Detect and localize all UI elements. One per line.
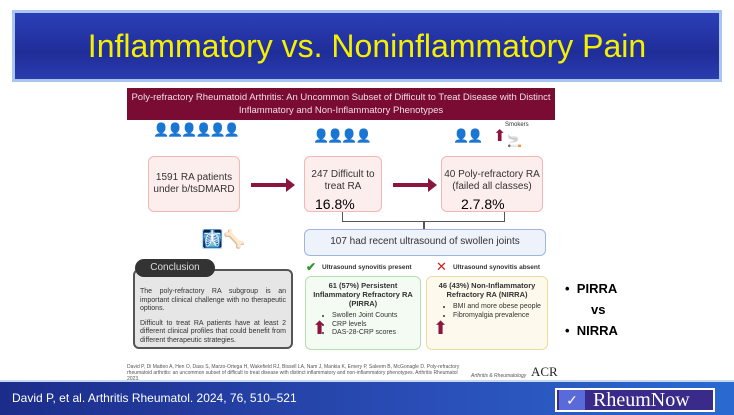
bullet-list: • PIRRA vs • NIRRA [565, 278, 618, 341]
infographic: Poly-refractory Rheumatoid Arthritis: An… [123, 86, 558, 384]
up-arrow-icon: ⬆ [312, 318, 328, 338]
nirra-item: BMI and more obese people [453, 303, 543, 312]
box-text: 40 Poly-refractory RA (failed all classe… [444, 169, 540, 192]
poly-refractory-percent: 2.7.8% [461, 196, 505, 212]
ultrasound-box: 107 had recent ultrasound of swollen joi… [304, 229, 546, 256]
conclusion-text: Difficult to treat RA patients have at l… [140, 319, 286, 344]
logo-text: RheumNow [593, 388, 690, 411]
pirra-box: 61 (57%) Persistent Inflammatory Refract… [305, 276, 421, 350]
box-text: 247 Difficult to treat RA [311, 169, 375, 192]
connector-line [423, 222, 425, 229]
refractory-patients-icon: 👤👤 [453, 128, 483, 143]
up-arrow-icon: ⬆ [433, 318, 449, 338]
bullet-item: • NIRRA [565, 323, 618, 338]
pirra-title: 61 (57%) Persistent Inflammatory Refract… [313, 281, 413, 308]
cigarette-icon: 🚬 [507, 134, 522, 148]
difficult-percent: 16.8% [315, 196, 355, 212]
smokers-label: Smokers [505, 122, 529, 128]
box-difficult-to-treat: 247 Difficult to treat RA [304, 156, 382, 212]
absent-label: Ultrasound synovitis absent [453, 264, 541, 271]
bullet-text: PIRRA [576, 281, 618, 296]
pirra-item: Swollen Joint Counts [332, 312, 416, 321]
nirra-item: Fibromyalgia prevalence [453, 312, 543, 321]
bullet-item: vs [591, 302, 606, 317]
footer-bar: David P, et al. Arthritis Rheumatol. 202… [0, 380, 734, 415]
rheumnow-logo: ✓ RheumNow [555, 388, 715, 412]
box-poly-refractory: 40 Poly-refractory RA (failed all classe… [441, 156, 543, 212]
bullet-text: NIRRA [576, 323, 618, 338]
bracket-connector [342, 212, 505, 222]
conclusion-text: The poly-refractory RA subgroup is an im… [140, 288, 286, 312]
nirra-title: 46 (43%) Non-Inflammatory Refractory RA … [438, 281, 536, 299]
ultrasound-joint-icon: 🩻🦴 [201, 229, 246, 249]
arrow-icon [393, 178, 437, 192]
difficult-patients-icon: 👤👤👤👤 [313, 128, 372, 143]
patients-icon: 👤👤👤👤👤👤 [153, 122, 240, 137]
present-label: Ultrasound synovitis present [322, 264, 412, 271]
citation: David P, et al. Arthritis Rheumatol. 202… [12, 391, 297, 405]
bullet-item: • PIRRA [565, 281, 618, 296]
infographic-banner: Poly-refractory Rheumatoid Arthritis: An… [127, 88, 555, 120]
pirra-item: CRP levels [332, 321, 416, 330]
up-arrow-icon: ⬆ [493, 128, 507, 145]
slide-title-box: Inflammatory vs. Noninflammatory Pain [12, 10, 722, 82]
reference-text: David P, Di Matteo A, Hen O, Dass S, Mar… [127, 364, 460, 382]
nirra-box: 46 (43%) Non-Inflammatory Refractory RA … [426, 276, 548, 350]
slide-title: Inflammatory vs. Noninflammatory Pain [87, 27, 647, 64]
check-icon: ✔ [306, 260, 317, 274]
rheumnow-logo-icon: ✓ [559, 390, 585, 410]
cross-icon: ✕ [436, 259, 447, 274]
pirra-item: DAS-28-CRP scores [332, 329, 416, 338]
box-text: 1591 RA patients under b/tsDMARD [153, 172, 235, 195]
arrow-icon [251, 178, 295, 192]
conclusion-title: Conclusion [135, 259, 215, 277]
acr-logo: ACR [531, 364, 558, 379]
journal-logo: Arthritis & Rheumatology [471, 373, 527, 379]
conclusion-box: The poly-refractory RA subgroup is an im… [133, 269, 293, 349]
box-ra-patients: 1591 RA patients under b/tsDMARD [148, 156, 240, 212]
